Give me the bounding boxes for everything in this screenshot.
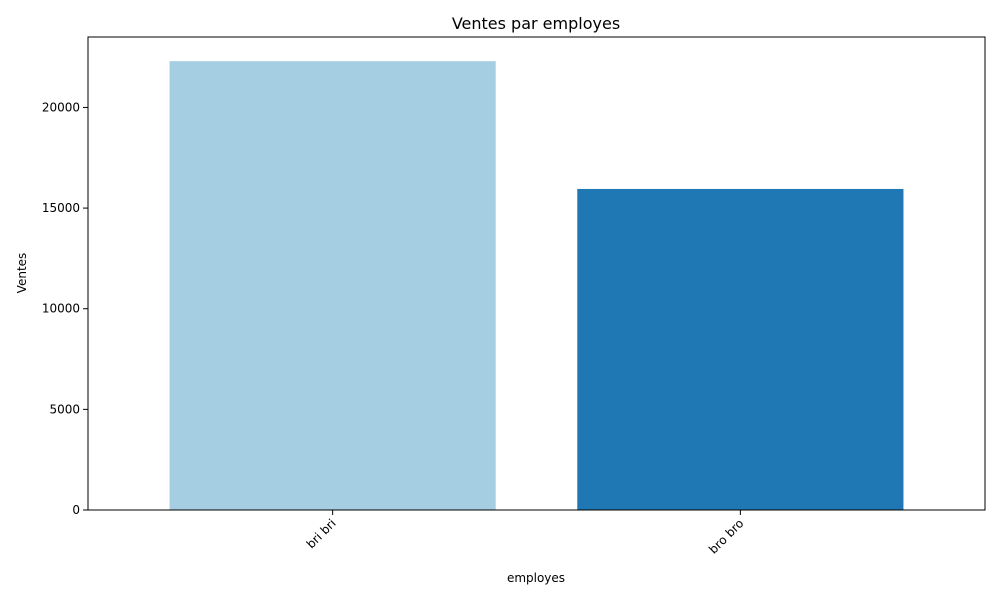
x-axis: bri bri bro bro: [304, 510, 746, 557]
y-axis: 0 5000 10000 15000 20000: [42, 100, 88, 517]
y-tick-label: 5000: [49, 402, 80, 416]
bars-layer: [169, 61, 904, 510]
x-tick-label: bro bro: [706, 516, 746, 556]
x-axis-label: employes: [507, 571, 565, 585]
x-tick-label: bri bri: [304, 516, 339, 551]
y-tick-label: 0: [72, 503, 80, 517]
y-axis-label: Ventes: [15, 253, 29, 294]
bar: [577, 188, 904, 510]
bar: [169, 61, 496, 510]
chart-title: Ventes par employes: [452, 14, 620, 33]
y-tick-label: 20000: [42, 100, 80, 114]
plot-frame: [87, 36, 986, 511]
y-tick-label: 15000: [42, 201, 80, 215]
y-tick-label: 10000: [42, 302, 80, 316]
